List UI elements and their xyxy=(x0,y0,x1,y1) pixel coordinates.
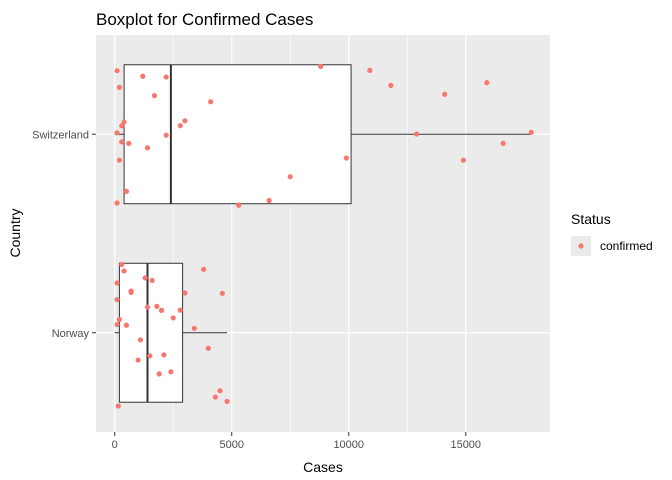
point-norway xyxy=(177,307,183,313)
y-axis-title: Country xyxy=(7,208,23,257)
legend-label-confirmed: confirmed xyxy=(600,239,653,253)
point-switzerland xyxy=(151,93,158,99)
legend-title: Status xyxy=(571,211,611,227)
point-switzerland xyxy=(266,197,272,204)
point-switzerland xyxy=(208,99,214,105)
point-switzerland xyxy=(116,157,123,163)
point-norway xyxy=(161,352,167,358)
point-switzerland xyxy=(114,200,120,206)
point-switzerland xyxy=(123,188,130,195)
point-switzerland xyxy=(460,157,467,163)
point-switzerland xyxy=(388,82,394,89)
point-switzerland xyxy=(114,130,120,136)
point-norway xyxy=(182,290,188,296)
jitter-points xyxy=(114,63,534,409)
box-norway xyxy=(118,262,184,403)
point-switzerland xyxy=(126,140,132,147)
point-switzerland xyxy=(116,84,123,90)
y-tick-label: Switzerland xyxy=(32,129,89,141)
y-axis-ticks: Norway Switzerland xyxy=(32,129,96,340)
x-tick-label: 0 xyxy=(112,439,118,451)
point-switzerland xyxy=(287,174,293,180)
x-tick-label: 5000 xyxy=(219,439,243,451)
point-norway xyxy=(156,371,162,377)
point-switzerland xyxy=(343,155,350,161)
point-norway xyxy=(128,288,134,294)
point-norway xyxy=(114,321,120,328)
point-norway xyxy=(135,357,141,363)
point-norway xyxy=(191,325,197,331)
point-switzerland xyxy=(500,140,506,146)
point-switzerland xyxy=(121,119,127,125)
point-norway xyxy=(147,353,153,359)
point-switzerland xyxy=(236,202,242,208)
point-norway xyxy=(123,322,130,328)
point-norway xyxy=(114,280,120,286)
point-switzerland xyxy=(114,68,120,74)
point-norway xyxy=(212,394,218,400)
point-norway xyxy=(144,304,151,310)
point-norway xyxy=(142,275,148,281)
point-switzerland xyxy=(528,129,534,135)
point-switzerland xyxy=(177,123,183,129)
point-norway xyxy=(119,261,125,268)
point-switzerland xyxy=(318,63,324,69)
point-norway xyxy=(121,268,127,274)
point-switzerland xyxy=(367,67,373,73)
point-norway xyxy=(224,398,230,405)
point-switzerland xyxy=(119,139,125,145)
point-switzerland xyxy=(140,73,146,79)
point-switzerland xyxy=(144,145,151,151)
point-switzerland xyxy=(163,74,169,80)
point-norway xyxy=(137,337,144,343)
point-switzerland xyxy=(484,80,490,86)
point-switzerland xyxy=(119,123,125,129)
point-norway xyxy=(205,345,211,351)
point-norway xyxy=(219,290,225,296)
x-tick-label: 10000 xyxy=(333,439,364,451)
point-switzerland xyxy=(414,131,420,137)
point-norway xyxy=(168,369,174,375)
point-norway xyxy=(115,403,121,409)
point-switzerland xyxy=(442,91,448,97)
legend-key-point xyxy=(578,243,584,249)
point-norway xyxy=(149,277,155,284)
chart-title: Boxplot for Confirmed Cases xyxy=(96,10,313,29)
x-tick-label: 15000 xyxy=(450,439,481,451)
point-norway xyxy=(170,315,176,321)
point-norway xyxy=(201,266,207,272)
point-norway xyxy=(154,303,160,309)
legend: Status confirmed xyxy=(571,211,653,256)
box-switzerland xyxy=(123,64,352,205)
point-norway xyxy=(116,316,123,323)
x-axis-ticks: 0 5000 10000 15000 xyxy=(112,432,481,451)
point-switzerland xyxy=(163,132,169,138)
y-tick-label: Norway xyxy=(52,328,90,340)
point-norway xyxy=(158,307,165,313)
point-norway xyxy=(217,388,223,394)
point-switzerland xyxy=(182,118,188,124)
point-norway xyxy=(114,297,120,303)
x-axis-title: Cases xyxy=(303,459,343,475)
boxes xyxy=(114,64,532,403)
